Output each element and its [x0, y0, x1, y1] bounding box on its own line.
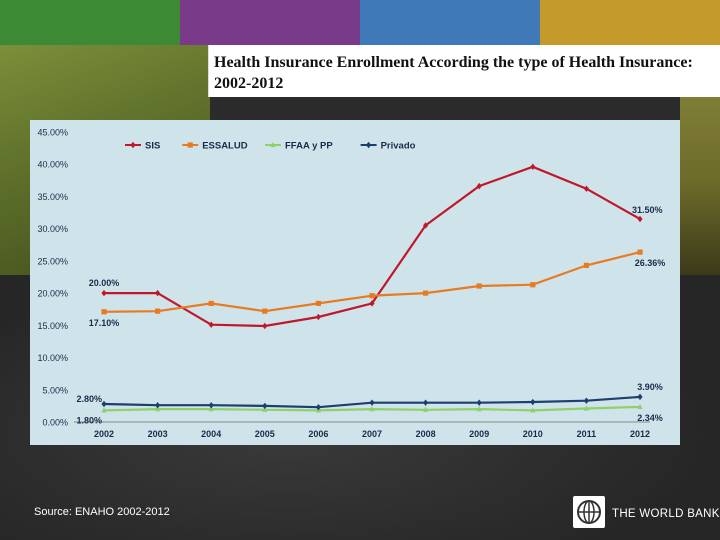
- data-label: 31.50%: [632, 205, 663, 215]
- data-point: [262, 308, 268, 314]
- data-point: [530, 163, 536, 170]
- data-point: [262, 402, 268, 410]
- x-tick-label: 2006: [308, 429, 328, 439]
- data-point: [423, 222, 429, 229]
- data-point: [637, 403, 643, 410]
- data-point: [208, 300, 214, 307]
- y-tick-label: 5.00%: [42, 385, 68, 395]
- y-tick-label: 0.00%: [42, 418, 68, 428]
- x-tick-label: 2012: [630, 429, 650, 439]
- world-bank-logo-icon: [573, 496, 605, 528]
- data-point: [583, 262, 589, 268]
- data-label: 2.34%: [637, 413, 663, 423]
- data-point: [155, 308, 161, 314]
- data-point: [530, 282, 536, 288]
- legend-label: SIS: [145, 141, 160, 152]
- data-point: [101, 400, 107, 408]
- data-point: [101, 407, 107, 413]
- data-point: [476, 283, 482, 289]
- header-band-purple: [180, 0, 360, 45]
- data-point: [315, 403, 321, 411]
- data-point: [270, 141, 276, 148]
- x-tick-label: 2004: [201, 429, 221, 439]
- data-label: 17.10%: [89, 318, 120, 328]
- data-point: [423, 406, 429, 412]
- data-label: 20.00%: [89, 278, 120, 288]
- data-point: [423, 399, 429, 406]
- data-point: [583, 185, 589, 192]
- data-point: [476, 399, 482, 406]
- y-tick-label: 30.00%: [37, 224, 68, 234]
- data-point: [583, 397, 589, 404]
- legend-label: ESSALUD: [202, 141, 248, 152]
- data-point: [315, 313, 321, 321]
- data-label: 1.80%: [76, 415, 102, 425]
- y-tick-label: 10.00%: [37, 353, 68, 363]
- data-point: [637, 249, 643, 255]
- title-box: Health Insurance Enrollment According th…: [208, 45, 720, 97]
- y-tick-label: 15.00%: [37, 321, 68, 331]
- data-point: [476, 406, 482, 412]
- data-point: [530, 398, 536, 406]
- data-point: [262, 406, 268, 412]
- data-point: [583, 405, 589, 411]
- data-point: [208, 406, 214, 412]
- data-label: 26.36%: [635, 258, 666, 268]
- world-bank-logo-text: THE WORLD BANK: [612, 508, 720, 520]
- data-point: [101, 289, 107, 297]
- legend-label: FFAA y PP: [285, 141, 333, 152]
- y-tick-label: 35.00%: [37, 192, 68, 202]
- x-tick-label: 2003: [148, 429, 168, 439]
- data-point: [369, 399, 375, 406]
- x-tick-label: 2010: [523, 429, 543, 439]
- x-tick-label: 2008: [416, 429, 436, 439]
- slide-title: Health Insurance Enrollment According th…: [214, 54, 693, 92]
- data-label: 3.90%: [637, 382, 663, 392]
- y-tick-label: 25.00%: [37, 256, 68, 266]
- header-band-gold: [540, 0, 720, 45]
- legend-label: Privado: [381, 141, 416, 152]
- data-point: [130, 141, 136, 149]
- data-point: [369, 293, 375, 299]
- data-point: [187, 142, 193, 148]
- y-tick-label: 40.00%: [37, 160, 68, 170]
- data-point: [208, 402, 214, 409]
- header-band-blue: [360, 0, 540, 45]
- data-point: [262, 322, 268, 330]
- line-chart: 0.00% 5.00% 10.00% 15.00% 20.00% 25.00% 30.00%…: [37, 128, 666, 440]
- x-tick-label: 2011: [577, 429, 597, 439]
- data-point: [208, 321, 214, 328]
- data-label: 2.80%: [76, 394, 102, 404]
- x-tick-label: 2009: [469, 429, 489, 439]
- data-point: [369, 300, 375, 307]
- data-point: [155, 406, 161, 412]
- x-tick-label: 2002: [94, 429, 114, 439]
- chart-panel: 0.00% 5.00% 10.00% 15.00% 20.00% 25.00% 30.00%…: [30, 120, 680, 445]
- data-point: [423, 290, 429, 296]
- y-tick-label: 45.00%: [37, 128, 68, 138]
- data-point: [530, 407, 536, 413]
- data-point: [366, 141, 372, 149]
- x-tick-label: 2007: [362, 429, 382, 439]
- header-band-green: [0, 0, 180, 45]
- source-note: Source: ENAHO 2002-2012: [34, 506, 170, 518]
- data-point: [315, 300, 321, 307]
- data-point: [476, 182, 482, 190]
- data-point: [155, 402, 161, 409]
- data-point: [101, 309, 107, 315]
- y-tick-label: 20.00%: [37, 289, 68, 299]
- data-point: [369, 406, 375, 412]
- x-tick-label: 2005: [255, 429, 275, 439]
- data-point: [637, 393, 643, 401]
